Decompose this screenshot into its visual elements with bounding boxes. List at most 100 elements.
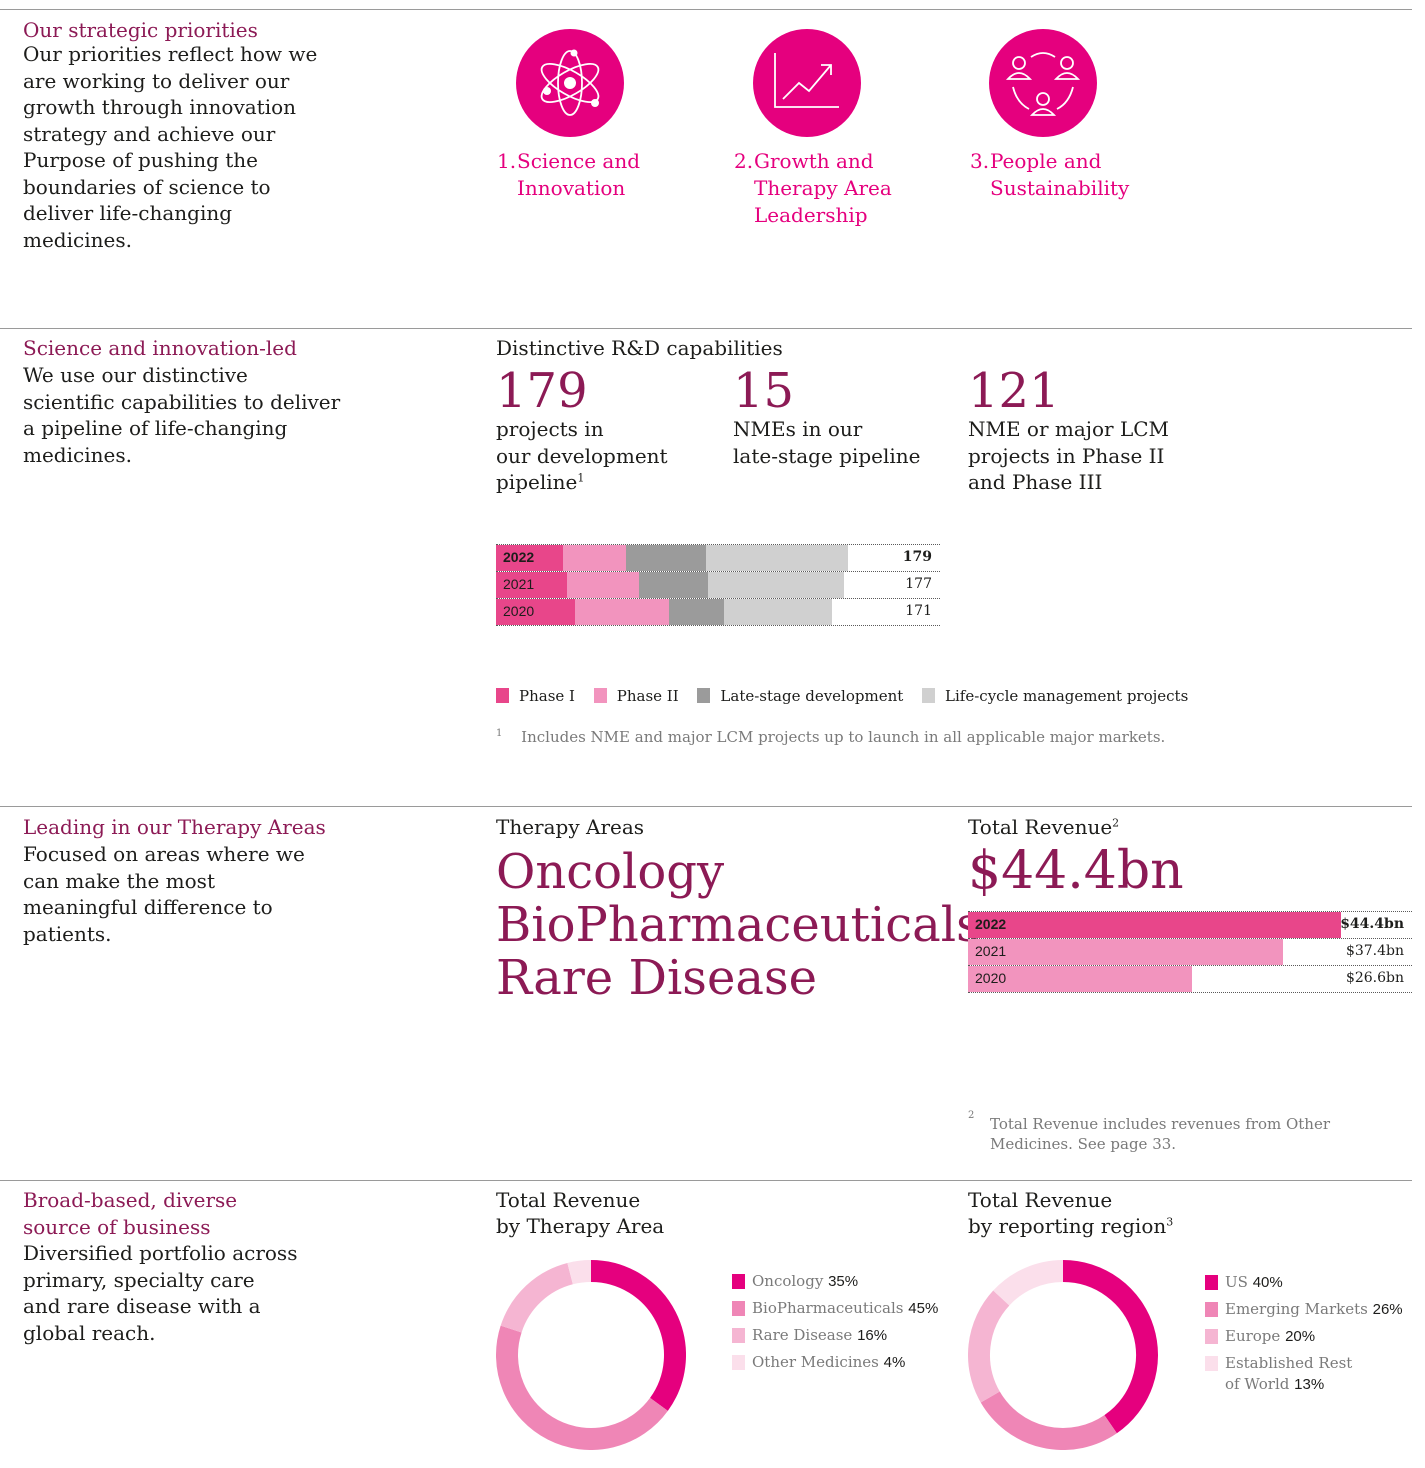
heading-line: Total Revenue	[496, 1188, 641, 1212]
atom-icon	[516, 29, 624, 137]
stat-desc-line: pipeline	[496, 470, 578, 494]
legend-value: 13%	[1294, 1376, 1325, 1393]
stat-desc-line: NME or major LCM	[968, 417, 1170, 441]
therapy-area-oncology: Oncology	[496, 844, 725, 900]
section-title-line: Broad-based, diverse	[23, 1188, 238, 1212]
therapy-area-donut-chart	[496, 1260, 686, 1450]
pipeline-bar-segment	[562, 545, 626, 571]
footnote-ref: 3	[1166, 1215, 1174, 1229]
pipeline-bar-segment	[708, 572, 844, 598]
pipeline-bar-segment	[639, 572, 709, 598]
legend-swatch	[922, 688, 936, 703]
legend-value: 4%	[883, 1354, 906, 1371]
priority-label-line1: Science and	[517, 149, 641, 173]
legend-label: BioPharmaceuticals	[752, 1299, 904, 1317]
section-divider	[0, 806, 1412, 807]
legend-item-phase1: Phase I	[496, 687, 575, 705]
revenue-by-region-heading: Total Revenue by reporting region3	[968, 1187, 1173, 1239]
therapy-area-biopharmaceuticals: BioPharmaceuticals	[496, 897, 981, 953]
donut-slice-established-rest-of-world	[993, 1260, 1064, 1306]
therapy-areas-heading: Therapy Areas	[496, 815, 645, 839]
priority-label-line3: Leadership	[754, 203, 868, 227]
legend-value: 20%	[1285, 1328, 1316, 1345]
section-divider	[0, 9, 1412, 10]
priority-number: 2.	[734, 149, 754, 173]
donut-slice-oncology	[590, 1260, 686, 1411]
stat-desc-line: our development	[496, 443, 668, 468]
legend-item-lcm: Life-cycle management projects	[922, 687, 1188, 705]
stat-desc-nmes: NMEs in our late-stage pipeline	[733, 416, 953, 469]
bar-total-label: 179	[902, 549, 932, 565]
pipeline-bar-segment	[496, 572, 567, 598]
legend-item-late-stage: Late-stage development	[697, 687, 903, 705]
pipeline-bar-row-2021: 2021 177	[496, 571, 940, 598]
priority-label-line2: Sustainability	[990, 176, 1130, 200]
stat-desc-projects: projects in our development pipeline1	[496, 416, 716, 496]
rd-capabilities-heading: Distinctive R&D capabilities	[496, 336, 783, 360]
legend-swatch	[1205, 1302, 1218, 1317]
legend-item-phase2: Phase II	[593, 687, 679, 705]
revenue-bar	[968, 966, 1192, 992]
legend-swatch	[1205, 1275, 1218, 1290]
revenue-bar-row-2021: 2021 $37.4bn	[968, 938, 1412, 965]
stat-desc-lcm: NME or major LCM projects in Phase II an…	[968, 416, 1208, 496]
legend-swatch	[496, 688, 509, 703]
bar-year-label: 2020	[975, 970, 1007, 986]
donut-slice-europe	[968, 1290, 1010, 1403]
pipeline-bar-segment	[625, 545, 707, 571]
priority-label-line1: Growth and	[754, 149, 874, 173]
legend-swatch	[732, 1355, 745, 1370]
priority-label-line1: People and	[990, 149, 1102, 173]
footnote-text: Total Revenue includes revenues from Oth…	[990, 1115, 1330, 1153]
people-cycle-icon	[989, 29, 1097, 137]
section-title: Broad-based, diverse source of business	[23, 1187, 237, 1241]
bar-total-label: 177	[905, 576, 932, 592]
footnote-mark: 1	[496, 728, 503, 739]
section-title: Our strategic priorities	[23, 18, 258, 42]
legend-value: 40%	[1252, 1274, 1283, 1291]
footnote-2: 2 Total Revenue includes revenues from O…	[968, 1111, 1398, 1154]
section-divider	[0, 1180, 1412, 1181]
bar-year-label: 2022	[975, 916, 1007, 932]
section-title-line: source of business	[23, 1215, 211, 1239]
legend-label: Rare Disease	[752, 1326, 853, 1344]
priority-label-line2: Innovation	[517, 176, 626, 200]
legend-swatch	[732, 1274, 745, 1289]
pipeline-stacked-bar-chart: 2022 179 2021 177 2020 171	[496, 544, 940, 626]
growth-chart-icon	[753, 29, 861, 137]
donut-slice-emerging-markets	[980, 1391, 1117, 1450]
stat-desc-line: NMEs in our	[733, 417, 863, 441]
bar-year-label: 2021	[975, 943, 1007, 959]
revenue-bar	[968, 912, 1342, 938]
pipeline-bar-segment	[723, 599, 832, 625]
bar-year-label: 2020	[503, 603, 535, 619]
section-description: Diversified portfolio across primary, sp…	[23, 1241, 298, 1345]
legend-value: 26%	[1372, 1301, 1403, 1318]
stat-value-lcm: 121	[968, 363, 1060, 419]
footnote-text: Includes NME and major LCM projects up t…	[521, 728, 1166, 746]
footnote-ref: 1	[577, 471, 585, 485]
region-donut-chart	[968, 1260, 1158, 1450]
pipeline-bar-segment	[496, 545, 563, 571]
legend-swatch	[1205, 1329, 1218, 1344]
legend-swatch	[732, 1328, 745, 1343]
section-description: We use our distinctive scientific capabi…	[23, 363, 341, 467]
pipeline-bar-segment	[668, 599, 724, 625]
legend-label: Life-cycle management projects	[945, 687, 1189, 705]
priority-people-sustainability: 3.People and Sustainability	[970, 148, 1170, 202]
priority-label-line2: Therapy Area	[754, 176, 892, 200]
legend-swatch	[697, 688, 711, 703]
revenue-bar-chart: 2022 $44.4bn 2021 $37.4bn 2020 $26.6bn	[968, 911, 1412, 993]
stat-desc-line: projects in Phase II	[968, 443, 1165, 468]
bar-year-label: 2021	[503, 576, 535, 592]
stat-desc-line: late-stage pipeline	[733, 443, 921, 468]
pipeline-bar-segment	[566, 572, 640, 598]
footnote-ref: 2	[1112, 816, 1120, 830]
legend-label: Phase II	[616, 687, 679, 705]
section-description: Our priorities reflect how we are workin…	[23, 42, 318, 252]
total-revenue-heading: Total Revenue2	[968, 814, 1119, 840]
donut-slice-other-medicines	[567, 1260, 592, 1285]
stat-value-projects: 179	[496, 363, 588, 419]
legend-swatch	[593, 688, 607, 703]
donut-slice-rare-disease	[500, 1262, 574, 1333]
